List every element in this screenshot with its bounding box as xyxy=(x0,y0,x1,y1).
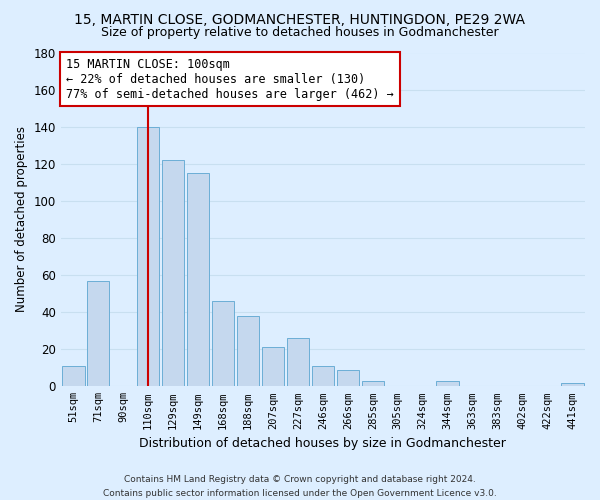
Bar xyxy=(311,366,334,386)
Bar xyxy=(362,380,384,386)
Bar xyxy=(237,316,259,386)
Text: 15, MARTIN CLOSE, GODMANCHESTER, HUNTINGDON, PE29 2WA: 15, MARTIN CLOSE, GODMANCHESTER, HUNTING… xyxy=(74,12,526,26)
Text: 15 MARTIN CLOSE: 100sqm
← 22% of detached houses are smaller (130)
77% of semi-d: 15 MARTIN CLOSE: 100sqm ← 22% of detache… xyxy=(66,58,394,100)
Bar xyxy=(162,160,184,386)
Bar xyxy=(137,126,160,386)
Text: Size of property relative to detached houses in Godmanchester: Size of property relative to detached ho… xyxy=(101,26,499,39)
Bar xyxy=(187,173,209,386)
Text: Contains HM Land Registry data © Crown copyright and database right 2024.
Contai: Contains HM Land Registry data © Crown c… xyxy=(103,476,497,498)
Bar xyxy=(262,348,284,387)
Bar xyxy=(337,370,359,386)
X-axis label: Distribution of detached houses by size in Godmanchester: Distribution of detached houses by size … xyxy=(139,437,506,450)
Bar xyxy=(287,338,309,386)
Bar xyxy=(436,380,459,386)
Bar xyxy=(62,366,85,386)
Bar xyxy=(87,280,109,386)
Y-axis label: Number of detached properties: Number of detached properties xyxy=(15,126,28,312)
Bar xyxy=(561,382,584,386)
Bar xyxy=(212,301,234,386)
